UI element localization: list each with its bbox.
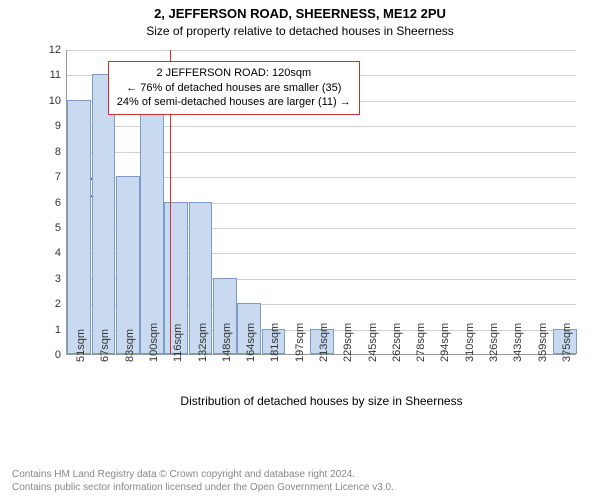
footer-line-1: Contains HM Land Registry data © Crown c… (12, 468, 394, 481)
y-tick-label: 6 (55, 197, 67, 209)
annotation-line: 2 JEFFERSON ROAD: 120sqm (117, 66, 351, 81)
x-tick-label: 310sqm (464, 323, 476, 362)
x-tick-label: 67sqm (99, 329, 111, 362)
footer-line-2: Contains public sector information licen… (12, 481, 394, 494)
chart-container: Number of detached properties Distributi… (38, 42, 598, 412)
y-tick-label: 5 (55, 222, 67, 234)
bar (92, 74, 116, 354)
y-tick-label: 11 (50, 69, 67, 81)
x-tick-label: 197sqm (294, 323, 306, 362)
x-tick-label: 83sqm (124, 329, 136, 362)
y-tick-label: 1 (55, 324, 67, 336)
x-tick-label: 132sqm (197, 323, 209, 362)
x-tick-label: 229sqm (342, 323, 354, 362)
footer-attribution: Contains HM Land Registry data © Crown c… (12, 468, 394, 494)
y-tick-label: 12 (49, 44, 67, 56)
x-tick-label: 100sqm (148, 323, 160, 362)
bar (116, 176, 140, 354)
bar (140, 74, 164, 354)
x-tick-label: 375sqm (561, 323, 573, 362)
x-tick-label: 164sqm (245, 323, 257, 362)
x-axis-label: Distribution of detached houses by size … (180, 394, 462, 408)
x-tick-label: 116sqm (172, 324, 184, 362)
x-tick-label: 359sqm (537, 323, 549, 362)
x-tick-label: 343sqm (512, 323, 524, 362)
annotation-line: 24% of semi-detached houses are larger (… (117, 95, 351, 110)
page-title: 2, JEFFERSON ROAD, SHEERNESS, ME12 2PU (0, 0, 600, 21)
y-tick-label: 2 (55, 298, 67, 310)
plot-area: Distribution of detached houses by size … (66, 50, 576, 355)
annotation-box: 2 JEFFERSON ROAD: 120sqm← 76% of detache… (108, 61, 360, 116)
x-tick-label: 181sqm (269, 323, 281, 362)
x-tick-label: 51sqm (75, 329, 87, 362)
x-tick-label: 262sqm (391, 323, 403, 362)
y-tick-label: 9 (55, 120, 67, 132)
y-tick-label: 3 (55, 273, 67, 285)
annotation-line: ← 76% of detached houses are smaller (35… (117, 81, 351, 96)
x-tick-label: 294sqm (439, 323, 451, 362)
y-tick-label: 10 (49, 95, 67, 107)
y-tick-label: 0 (55, 349, 67, 361)
bar (67, 100, 91, 354)
x-tick-label: 213sqm (318, 323, 330, 362)
y-tick-label: 7 (55, 171, 67, 183)
y-tick-label: 4 (55, 247, 67, 259)
page-subtitle: Size of property relative to detached ho… (0, 21, 600, 42)
y-tick-label: 8 (55, 146, 67, 158)
gridline (67, 50, 576, 51)
x-tick-label: 278sqm (415, 323, 427, 362)
x-tick-label: 148sqm (221, 323, 233, 362)
x-tick-label: 245sqm (367, 323, 379, 362)
x-tick-label: 326sqm (488, 323, 500, 362)
